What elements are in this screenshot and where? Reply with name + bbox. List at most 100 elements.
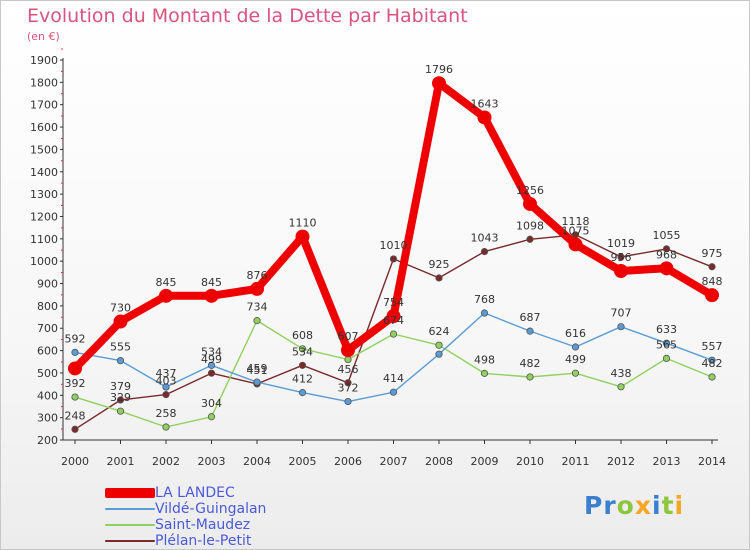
- logo-letter: t: [661, 491, 675, 520]
- data-point: [662, 245, 671, 253]
- data-point: [253, 317, 261, 325]
- data-point: [162, 423, 170, 431]
- data-label: 379: [110, 380, 131, 393]
- data-point: [68, 361, 82, 376]
- data-point: [207, 369, 216, 377]
- data-label: 707: [611, 307, 632, 320]
- data-point: [250, 281, 264, 296]
- chart-title: Evolution du Montant de la Dette par Hab…: [27, 5, 468, 27]
- data-label: 414: [383, 372, 404, 385]
- data-label: 592: [65, 332, 86, 345]
- y-tick-label: 800: [37, 300, 58, 313]
- x-tick-label: 2010: [516, 455, 544, 468]
- data-label: 437: [156, 367, 177, 380]
- y-tick-label: 1500: [30, 143, 58, 156]
- y-tick-label: 700: [37, 322, 58, 335]
- data-label: 975: [702, 247, 723, 260]
- data-label: 845: [201, 276, 222, 289]
- data-label: 392: [65, 377, 86, 390]
- data-point: [298, 389, 307, 397]
- data-point: [480, 369, 489, 377]
- x-tick-label: 2002: [152, 455, 180, 468]
- data-point: [159, 288, 173, 303]
- data-point: [113, 314, 128, 329]
- data-point: [253, 378, 261, 386]
- legend-label: Plélan-le-Petit: [155, 533, 252, 549]
- data-label: 956: [611, 251, 632, 264]
- data-label: 1075: [562, 224, 590, 237]
- data-label: 557: [702, 340, 723, 353]
- data-label: 456: [338, 363, 359, 376]
- data-point: [204, 288, 219, 303]
- data-point: [207, 361, 216, 369]
- data-label: 687: [520, 311, 541, 324]
- data-point: [477, 110, 492, 125]
- y-tick-label: 900: [37, 278, 58, 291]
- data-point: [708, 356, 716, 364]
- data-point: [344, 355, 352, 364]
- data-label: 1019: [607, 237, 635, 250]
- legend-label: LA LANDEC: [155, 485, 235, 501]
- data-label: 624: [429, 325, 450, 338]
- x-tick-label: 2014: [698, 455, 726, 468]
- data-label: 248: [65, 409, 86, 422]
- x-tick-label: 2006: [334, 455, 362, 468]
- data-point: [295, 229, 310, 244]
- x-tick-label: 2009: [471, 455, 499, 468]
- data-label: 848: [702, 275, 723, 288]
- data-label: 565: [656, 338, 677, 351]
- data-point: [571, 369, 580, 377]
- y-tick-label: 1800: [30, 76, 58, 89]
- data-label: 451: [247, 364, 268, 377]
- data-point: [526, 373, 534, 381]
- y-tick-label: 1100: [30, 233, 58, 246]
- data-point: [389, 255, 398, 263]
- data-label: 1796: [425, 63, 453, 76]
- data-point: [659, 261, 674, 276]
- legend-swatch: [105, 488, 155, 498]
- data-label: 607: [338, 330, 359, 343]
- x-tick-label: 2013: [653, 455, 681, 468]
- data-point: [708, 373, 716, 381]
- data-point: [480, 309, 489, 317]
- data-point: [617, 383, 625, 391]
- data-label: 1043: [471, 232, 499, 245]
- data-label: 754: [383, 296, 404, 309]
- data-point: [386, 309, 401, 324]
- data-label: 329: [110, 391, 131, 404]
- data-label: 304: [201, 397, 222, 410]
- x-tick-label: 2012: [607, 455, 635, 468]
- data-point: [435, 274, 443, 282]
- data-label: 372: [338, 382, 359, 395]
- data-point: [344, 379, 352, 387]
- x-tick-label: 2001: [107, 455, 135, 468]
- data-label: 534: [201, 345, 222, 358]
- data-labels: 248 379 403 499 451 534 456 1010 925 1043 1098 1118…: [65, 63, 723, 422]
- data-point: [344, 397, 352, 406]
- logo-letter: r: [603, 491, 617, 520]
- data-label: 1643: [471, 97, 499, 110]
- y-tick-label: 1200: [30, 210, 58, 223]
- x-tick-label: 2005: [289, 455, 317, 468]
- data-label: 925: [429, 258, 450, 271]
- data-point: [617, 253, 625, 261]
- data-point: [207, 413, 216, 421]
- data-point: [116, 407, 125, 415]
- data-label: 608: [292, 329, 313, 342]
- data-label: 616: [565, 327, 586, 340]
- data-label: 730: [110, 302, 131, 315]
- chart-axes: 200 300 400 500 600 700 800 900 1000 1100 1200 1300…: [30, 48, 726, 468]
- data-point: [71, 393, 79, 401]
- data-point: [298, 361, 307, 369]
- logo-letter: o: [616, 491, 635, 520]
- data-label: 498: [474, 353, 495, 366]
- data-label: 734: [247, 301, 268, 314]
- data-label: 968: [656, 248, 677, 261]
- x-tick-label: 2003: [198, 455, 226, 468]
- data-point: [71, 348, 79, 356]
- data-label: 1010: [380, 239, 408, 252]
- y-tick-label: 1400: [30, 166, 58, 179]
- y-tick-label: 400: [37, 389, 58, 402]
